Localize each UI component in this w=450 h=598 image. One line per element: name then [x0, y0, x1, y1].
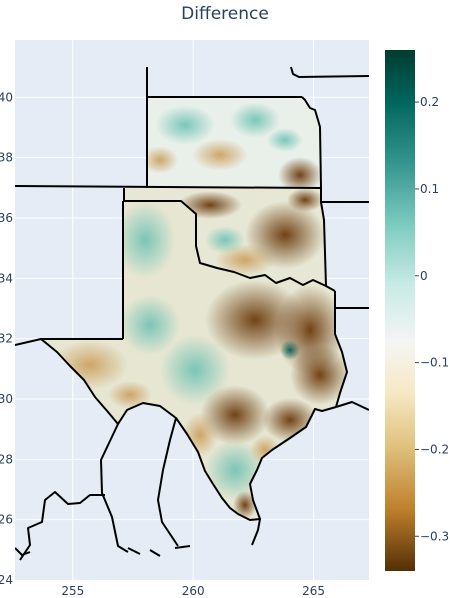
- y-tick-label: 34: [0, 271, 13, 285]
- x-tick-label: 265: [302, 584, 325, 598]
- colorbar-tick-label: −0.3: [420, 529, 449, 543]
- border-ia-mo: [290, 66, 369, 78]
- colorbar: [385, 50, 415, 571]
- mexico-interior-lines: [127, 545, 191, 557]
- mexico-state-line-2: [157, 417, 179, 547]
- colorbar-tick-label: −0.2: [420, 442, 449, 456]
- colorbar-ticks: 0.2 0.1 0 −0.1 −0.2 −0.3: [415, 95, 449, 543]
- chart-title: Difference: [181, 4, 269, 24]
- border-ks-mo: [301, 96, 322, 189]
- y-tick-label: 36: [0, 211, 13, 225]
- border-tx-la: [334, 291, 348, 408]
- border-ok-tx: [123, 200, 336, 292]
- la-coast: [335, 401, 369, 411]
- colorbar-tick-label: 0: [420, 269, 428, 283]
- colorbar-tick-label: 0.2: [420, 95, 439, 109]
- colorbar-tick-label: −0.1: [420, 356, 449, 370]
- colorbar-tick-label: 0.1: [420, 182, 439, 196]
- y-tick-label: 26: [0, 513, 13, 527]
- y-tick-label: 38: [0, 151, 13, 165]
- y-tick-label: 40: [0, 90, 13, 104]
- x-axis: 255 260 265: [61, 584, 325, 598]
- border-co-nm-ks-ok: [15, 185, 322, 189]
- border-ok-mo-ar: [320, 188, 327, 287]
- x-tick-label: 260: [182, 584, 205, 598]
- y-tick-label: 24: [0, 573, 13, 587]
- mexico-baja-coast: [19, 491, 105, 561]
- mexico-coast-west: [15, 547, 31, 556]
- x-tick-label: 255: [61, 584, 84, 598]
- state-borders: [15, 66, 369, 561]
- y-tick-label: 30: [0, 392, 13, 406]
- mexico-state-line-1: [100, 423, 129, 553]
- texas-coast-and-rio-grande: [40, 338, 337, 521]
- mexico-gulf-coast: [251, 518, 261, 546]
- y-tick-label: 28: [0, 452, 13, 466]
- kansas-field: [147, 97, 321, 188]
- y-axis: 24 26 28 30 32 34 36 38 40: [0, 90, 13, 587]
- y-tick-label: 32: [0, 332, 13, 346]
